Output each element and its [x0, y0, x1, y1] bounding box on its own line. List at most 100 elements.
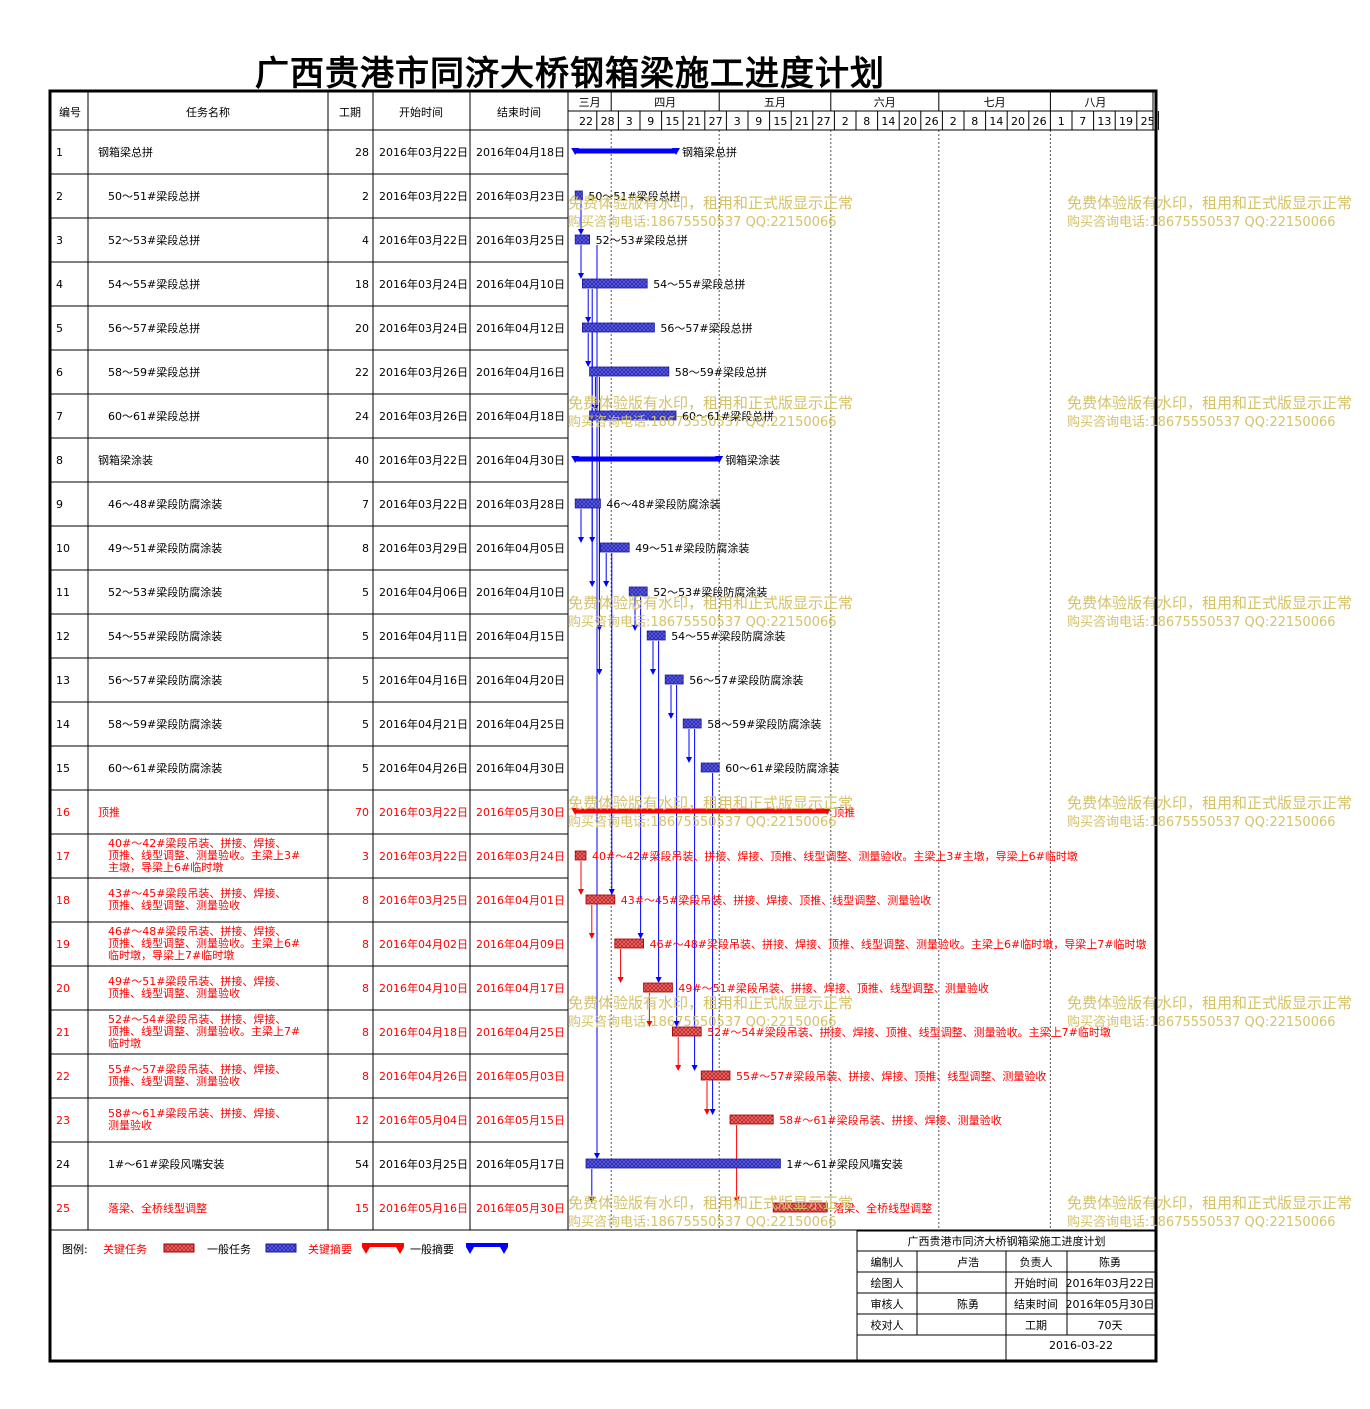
task-end: 2016年04月01日 [476, 893, 565, 907]
summary-cap-end [823, 808, 832, 815]
task-end: 2016年04月18日 [476, 145, 565, 159]
task-duration: 3 [362, 850, 369, 863]
bar-label: 55#～57#梁段吊装、拼接、焊接、顶推、线型调整、测量验收 [736, 1069, 1046, 1083]
info-label: 绘图人 [871, 1276, 904, 1290]
task-bar [643, 982, 673, 993]
task-start: 2016年03月22日 [379, 805, 468, 819]
day-tick-label: 26 [1033, 115, 1047, 128]
task-end: 2016年04月20日 [476, 673, 565, 687]
day-tick-label: 3 [734, 115, 741, 128]
bar-label: 钢箱梁涂装 [725, 453, 780, 467]
task-name: 56～57#梁段防腐涂装 [108, 673, 222, 687]
bar-label: 52～53#梁段防腐涂装 [653, 585, 767, 599]
task-duration: 12 [355, 1114, 369, 1127]
task-duration: 8 [362, 982, 369, 995]
watermark-line2: 购买咨询电话:18675550537 QQ:22150066 [1067, 814, 1336, 830]
task-start: 2016年03月22日 [379, 189, 468, 203]
task-id: 23 [56, 1114, 70, 1127]
task-name: 52#～54#梁段吊装、拼接、焊接、 [108, 1012, 286, 1026]
task-start: 2016年04月06日 [379, 585, 468, 599]
task-end: 2016年04月25日 [476, 717, 565, 731]
watermark-line1: 免费体验版有水印，租用和正式版显示正常 [1067, 994, 1352, 1012]
watermark-line2: 购买咨询电话:18675550537 QQ:22150066 [1067, 414, 1336, 430]
bar-label: 40#～42#梁段吊装、拼接、焊接、顶推、线型调整、测量验收。主梁上3#主墩，导… [592, 849, 1078, 863]
task-end: 2016年05月15日 [476, 1113, 565, 1127]
day-tick-label: 27 [817, 115, 831, 128]
task-name: 测量验收 [108, 1118, 152, 1132]
task-bar [574, 850, 587, 861]
task-start: 2016年03月24日 [379, 277, 468, 291]
day-tick-label: 27 [709, 115, 723, 128]
task-duration: 15 [355, 1202, 369, 1215]
watermark-line2: 购买咨询电话:18675550537 QQ:22150066 [568, 814, 837, 830]
task-end: 2016年03月23日 [476, 189, 565, 203]
info-label: 审核人 [871, 1297, 904, 1311]
watermark-line2: 购买咨询电话:18675550537 QQ:22150066 [1067, 614, 1336, 630]
watermark-line1: 免费体验版有水印，租用和正式版显示正常 [568, 994, 853, 1012]
day-tick-label: 28 [601, 115, 615, 128]
info-value: 2016年03月22日 [1066, 1276, 1155, 1290]
watermark-line1: 免费体验版有水印，租用和正式版显示正常 [568, 194, 853, 212]
summary-cap-end [672, 148, 680, 155]
chart-frame [48, 89, 1158, 1363]
task-id: 15 [56, 762, 70, 775]
summary-bar [575, 456, 720, 462]
task-duration: 8 [362, 542, 369, 555]
bar-label: 46#～48#梁段吊装、拼接、焊接、顶推、线型调整、测量验收。主梁上6#临时墩，… [650, 937, 1147, 951]
day-tick-label: 20 [1011, 115, 1025, 128]
legend-critical-task-label: 关键任务 [103, 1242, 147, 1256]
task-end: 2016年04月18日 [476, 409, 565, 423]
task-end: 2016年03月28日 [476, 497, 565, 511]
task-bar [589, 366, 670, 377]
bar-label: 顶推 [833, 805, 855, 819]
task-name: 54～55#梁段防腐涂装 [108, 629, 222, 643]
task-end: 2016年04月10日 [476, 277, 565, 291]
info-box-title: 广西贵港市同济大桥钢箱梁施工进度计划 [908, 1234, 1106, 1248]
watermark-line2: 购买咨询电话:18675550537 QQ:22150066 [568, 1214, 837, 1230]
task-bar [585, 1158, 781, 1169]
task-duration: 8 [362, 894, 369, 907]
watermark-line1: 免费体验版有水印，租用和正式版显示正常 [1067, 194, 1352, 212]
task-end: 2016年05月17日 [476, 1157, 565, 1171]
bar-label: 46～48#梁段防腐涂装 [606, 497, 720, 511]
task-name: 52～53#梁段防腐涂装 [108, 585, 222, 599]
day-tick-label: 7 [1079, 115, 1086, 128]
task-bar [582, 322, 655, 333]
task-bar [600, 542, 630, 553]
task-name: 50～51#梁段总拼 [108, 189, 200, 203]
task-name: 52～53#梁段总拼 [108, 233, 200, 247]
task-name: 58#～61#梁段吊装、拼接、焊接、 [108, 1106, 286, 1120]
task-end: 2016年04月17日 [476, 981, 565, 995]
task-name: 临时墩 [108, 1036, 141, 1050]
task-id: 8 [56, 454, 63, 467]
task-name: 60～61#梁段总拼 [108, 409, 200, 423]
task-id: 4 [56, 278, 63, 291]
task-start: 2016年03月24日 [379, 321, 468, 335]
task-name: 46#～48#梁段吊装、拼接、焊接、 [108, 924, 286, 938]
task-name: 钢箱梁总拼 [98, 145, 153, 159]
column-header-start: 开始时间 [399, 105, 443, 119]
task-start: 2016年03月22日 [379, 849, 468, 863]
task-end: 2016年04月10日 [476, 585, 565, 599]
legend-normal-summary-label: 一般摘要 [410, 1242, 454, 1256]
task-duration: 20 [355, 322, 369, 335]
task-start: 2016年04月18日 [379, 1025, 468, 1039]
column-header-end: 结束时间 [497, 106, 541, 119]
watermark-line1: 免费体验版有水印，租用和正式版显示正常 [568, 1194, 853, 1212]
task-duration: 5 [362, 762, 369, 775]
task-duration: 7 [362, 498, 369, 511]
task-name: 顶推、线型调整、测量验收。主梁上3# [108, 848, 300, 862]
legend-normal-task-label: 一般任务 [207, 1243, 251, 1256]
bar-label: 60～61#梁段防腐涂装 [725, 761, 839, 775]
task-start: 2016年03月22日 [379, 453, 468, 467]
bar-label: 1#～61#梁段风嘴安装 [786, 1157, 902, 1171]
task-id: 16 [56, 806, 70, 819]
month-label: 七月 [984, 96, 1006, 109]
task-name: 58～59#梁段防腐涂装 [108, 717, 222, 731]
watermark-line2: 购买咨询电话:18675550537 QQ:22150066 [568, 214, 837, 230]
day-tick-label: 2 [950, 115, 957, 128]
day-tick-label: 8 [971, 115, 978, 128]
task-name: 顶推 [98, 805, 120, 819]
task-name: 43#～45#梁段吊装、拼接、焊接、 [108, 886, 286, 900]
